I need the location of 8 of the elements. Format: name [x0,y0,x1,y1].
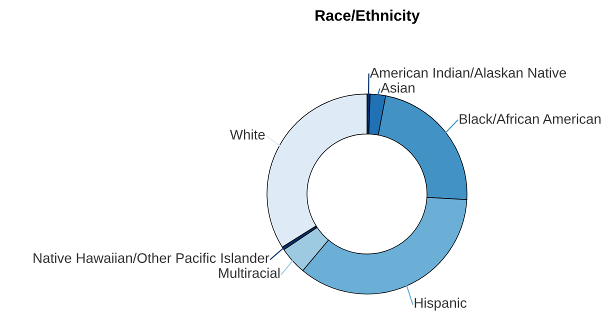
slice-label: Native Hawaiian/Other Pacific Islander [34,252,270,263]
slice-label: Asian [380,82,414,93]
slice-label: Hispanic [414,298,467,311]
slice-label: American Indian/Alaskan Native [370,68,566,78]
slice-label: Multiracial [219,268,280,278]
slice-label: White [230,129,265,140]
slice-label: Black/African American [460,114,601,124]
chart-title: Race/Ethnicity [316,10,420,24]
